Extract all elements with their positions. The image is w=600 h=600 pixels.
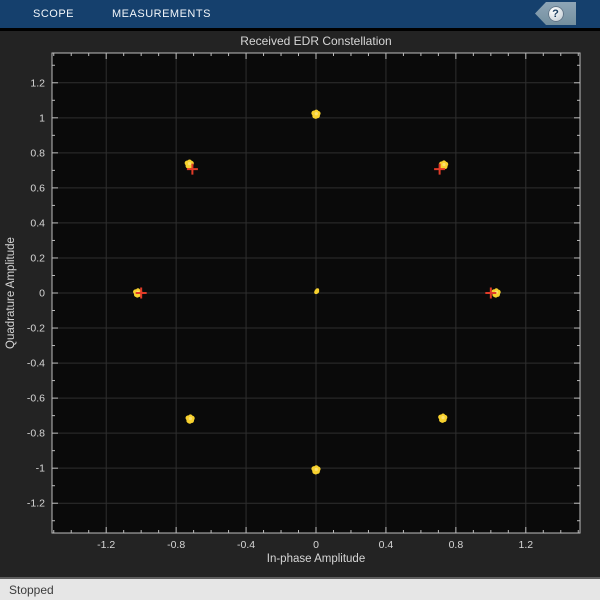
reference-plus-marker xyxy=(186,163,198,175)
figure-area: -1.2 -0.8 -0.4 0 0.4 0.8 1.2 1.2 1 0.8 0.6 0.4 0.2 0 -… xyxy=(0,28,600,577)
x-tick-label: 0.4 xyxy=(379,539,394,551)
y-tick-label: 0.6 xyxy=(30,182,45,194)
y-tick-label: -0.4 xyxy=(27,358,45,370)
y-axis-label: Quadrature Amplitude xyxy=(5,237,17,349)
tab-measurements[interactable]: MEASUREMENTS xyxy=(112,8,211,20)
received-points xyxy=(133,109,501,475)
y-tick-label: -0.8 xyxy=(27,428,45,440)
y-tick-label: 1.2 xyxy=(30,77,45,89)
status-bar: Stopped xyxy=(0,577,600,600)
reference-points xyxy=(135,163,497,299)
y-tick-label: 1 xyxy=(39,112,45,124)
constellation-cluster xyxy=(185,414,195,424)
status-text: Stopped xyxy=(9,582,54,597)
y-tick-label: -1 xyxy=(36,463,45,475)
reference-plus-marker xyxy=(434,163,446,175)
y-tick-label: -1.2 xyxy=(27,498,45,510)
reference-plus-marker xyxy=(485,287,497,299)
constellation-cluster xyxy=(491,288,501,298)
constellation-cluster xyxy=(184,159,194,169)
x-tick-label: -0.8 xyxy=(167,539,185,551)
tick-labels: -1.2 -0.8 -0.4 0 0.4 0.8 1.2 1.2 1 0.8 0.6 0.4 0.2 0 -… xyxy=(27,77,533,551)
y-tick-label: 0.2 xyxy=(30,252,45,264)
x-tick-label: -1.2 xyxy=(97,539,115,551)
y-tick-label: -0.2 xyxy=(27,323,45,335)
constellation-cluster xyxy=(314,288,320,295)
help-button[interactable]: ? xyxy=(535,2,576,25)
constellation-plot: -1.2 -0.8 -0.4 0 0.4 0.8 1.2 1.2 1 0.8 0.6 0.4 0.2 0 -… xyxy=(0,31,600,577)
constellation-cluster xyxy=(438,413,448,423)
constellation-cluster xyxy=(311,465,321,475)
x-tick-label: 0.8 xyxy=(449,539,464,551)
y-tick-label: 0 xyxy=(39,288,45,300)
constellation-cluster xyxy=(439,160,449,170)
y-tick-label: 0.4 xyxy=(30,217,45,229)
x-tick-label: 1.2 xyxy=(518,539,533,551)
y-tick-label: 0.8 xyxy=(30,147,45,159)
tab-scope[interactable]: SCOPE xyxy=(33,8,75,20)
reference-plus-marker xyxy=(135,287,147,299)
x-tick-label: 0 xyxy=(313,539,319,551)
toolbar: SCOPE MEASUREMENTS ? xyxy=(0,0,600,28)
constellation-cluster xyxy=(311,109,321,119)
x-tick-label: -0.4 xyxy=(237,539,255,551)
chart-title: Received EDR Constellation xyxy=(240,34,391,48)
axis-ticks xyxy=(52,53,580,533)
x-axis-label: In-phase Amplitude xyxy=(267,553,365,565)
y-tick-label: -0.6 xyxy=(27,393,45,405)
help-icon: ? xyxy=(547,5,564,22)
